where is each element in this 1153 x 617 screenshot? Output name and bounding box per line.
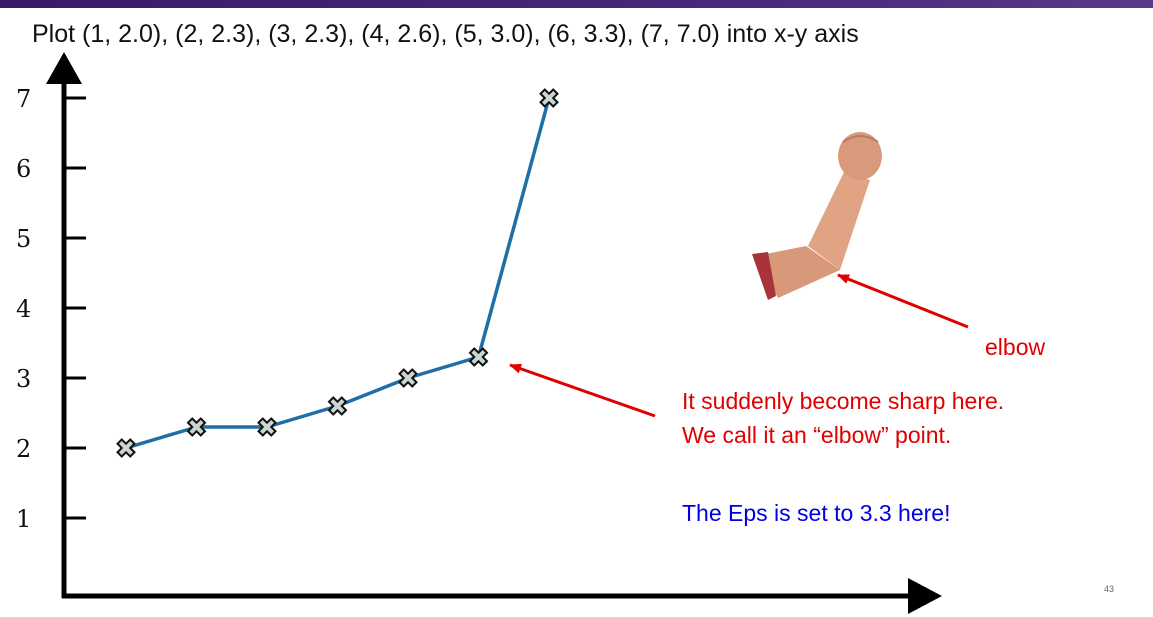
slide-header-bar bbox=[0, 0, 1153, 8]
y-tick-label-7: 7 bbox=[16, 85, 31, 113]
y-tick-label-5: 5 bbox=[16, 225, 31, 253]
data-point-4 bbox=[327, 396, 348, 416]
fist bbox=[838, 132, 882, 180]
y-tick-label-4: 4 bbox=[16, 295, 31, 323]
arm-elbow-arrow bbox=[837, 273, 969, 329]
annotation-line-2: We call it an “elbow” point. bbox=[682, 422, 952, 448]
data-point-3 bbox=[257, 417, 277, 437]
elbow-point-arrow bbox=[509, 363, 656, 418]
y-tick-label-1: 1 bbox=[16, 505, 31, 533]
data-point-5 bbox=[398, 368, 418, 388]
page-number: 43 bbox=[1104, 584, 1115, 594]
elbow-label: elbow bbox=[985, 334, 1046, 360]
knuckles bbox=[842, 135, 879, 143]
forearm bbox=[808, 172, 870, 270]
y-tick-label-6: 6 bbox=[16, 155, 31, 183]
data-point-7 bbox=[539, 88, 559, 108]
data-point-2 bbox=[186, 417, 207, 437]
data-point-1 bbox=[116, 438, 136, 458]
annotation-line-1: It suddenly become sharp here. bbox=[682, 388, 1005, 414]
y-axis-arrowhead bbox=[46, 52, 82, 84]
slide-title: Plot (1, 2.0), (2, 2.3), (3, 2.3), (4, 2… bbox=[32, 20, 859, 48]
arm-illustration bbox=[752, 132, 882, 300]
series-markers bbox=[116, 88, 559, 458]
x-axis-arrowhead bbox=[908, 578, 942, 614]
y-tick-label-3: 3 bbox=[16, 365, 31, 393]
data-point-6 bbox=[468, 347, 489, 367]
eps-note: The Eps is set to 3.3 here! bbox=[682, 500, 951, 526]
y-tick-label-2: 2 bbox=[16, 435, 31, 463]
y-ticks: 1 2 3 4 5 6 7 bbox=[16, 85, 86, 533]
series-line bbox=[125, 97, 551, 450]
upper-arm bbox=[756, 246, 840, 298]
sleeve bbox=[752, 252, 776, 300]
